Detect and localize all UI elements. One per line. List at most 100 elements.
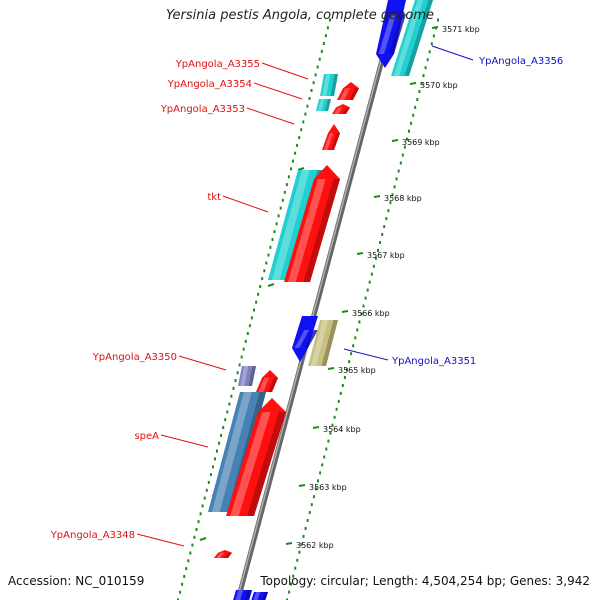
feature-highlight <box>378 14 397 54</box>
ring-dot <box>292 159 294 163</box>
backbone-highlight <box>236 0 398 600</box>
ring-dot <box>362 304 365 308</box>
ring-dot <box>267 253 270 257</box>
ring-dot <box>209 473 212 477</box>
ring-dot <box>356 328 359 332</box>
feature-highlight <box>211 392 252 512</box>
ring-dot <box>273 230 276 234</box>
ring-dot <box>387 209 390 213</box>
ring-dot <box>321 463 324 467</box>
feature-highlight <box>240 366 249 386</box>
ring-dot <box>364 296 367 300</box>
ring-dot <box>389 201 392 205</box>
ring-dot <box>348 360 351 364</box>
ring-dot <box>366 288 369 292</box>
ring-dot <box>216 449 218 453</box>
ring-dot <box>203 496 206 500</box>
ring-dot <box>319 471 322 475</box>
ring-dot <box>179 590 182 594</box>
ring-dot <box>329 18 331 22</box>
ring-dot <box>312 81 315 85</box>
ring-dot <box>248 324 251 328</box>
ring-dot <box>399 161 402 165</box>
ring-dot <box>424 66 427 70</box>
ring-dot <box>298 550 301 554</box>
ring-dot <box>403 145 406 149</box>
ring-dot <box>228 402 231 406</box>
ring-dot <box>320 49 323 53</box>
ring-dot <box>220 433 223 437</box>
ring-dot <box>279 206 282 210</box>
ring-dot <box>302 120 305 124</box>
ring-dot <box>287 175 290 179</box>
ring-dot <box>437 18 439 22</box>
ring-dot <box>286 598 288 600</box>
ring-dot <box>222 426 225 430</box>
ring-dot <box>310 89 313 92</box>
gene-red-long-1 <box>284 165 340 282</box>
ring-dot <box>269 245 272 249</box>
ring-dot <box>358 320 361 324</box>
ring-dot <box>193 535 196 539</box>
scale-tick-mark <box>312 426 320 429</box>
ring-dot <box>414 105 417 109</box>
ring-dot <box>391 193 394 197</box>
ring-dot <box>185 567 188 571</box>
scale-tick-label: 3563 kbp <box>309 483 347 492</box>
ring-dot <box>341 384 344 387</box>
ring-dot <box>410 121 413 125</box>
ring-dot <box>265 261 268 265</box>
scale-ticks: 3571 kbp 3570 kbp 3569 kbp 3568 kbp 3567 kbp… <box>285 25 480 550</box>
ring-dot <box>199 512 202 516</box>
ring-dot <box>352 344 355 348</box>
scale-tick-mark <box>285 542 293 545</box>
ring-dot <box>333 415 336 419</box>
ring-dot <box>315 487 317 491</box>
ring-dot <box>244 339 247 343</box>
ring-dot <box>385 217 388 221</box>
feature-highlight <box>271 170 310 280</box>
ring-dot <box>360 312 363 316</box>
ring-dot <box>290 167 292 171</box>
gene-label: YpAngola_A3354 <box>167 79 252 90</box>
ring-dot <box>300 128 303 132</box>
scale-tick-label: 3571 kbp <box>442 25 480 34</box>
ring-dot <box>290 582 293 586</box>
ring-dot <box>374 256 377 260</box>
ring-dot <box>275 222 278 226</box>
ring-dot <box>240 355 243 359</box>
ring-dot <box>177 598 179 600</box>
backbone-line <box>235 0 401 600</box>
gene-labels: YpAngola_A3356 YpAngola_A3355 YpAngola_A33… <box>50 45 563 547</box>
scale-tick-label: 3565 kbp <box>338 366 376 375</box>
ring-dot <box>381 233 384 236</box>
feature-highlight <box>216 552 225 558</box>
gene-blue-arrow-mid <box>292 316 318 362</box>
gene-label: YpAngola_A3355 <box>175 59 260 70</box>
ring-dot <box>183 575 186 578</box>
leader-line <box>178 355 227 371</box>
ring-dot <box>418 90 421 93</box>
feature-highlight <box>230 412 271 516</box>
feature-highlight <box>339 88 351 100</box>
gene-blue-bottom-2 <box>251 592 268 600</box>
feature-shadow <box>349 88 359 100</box>
topology-text: Topology: circular; Length: 4,504,254 bp… <box>260 574 590 588</box>
feature-shadow <box>304 330 318 348</box>
gene-label: YpAngola_A3348 <box>50 530 135 541</box>
scale-tick-label: 3568 kbp <box>384 194 422 203</box>
gene-blue-bottom <box>233 590 252 600</box>
ring-dot <box>281 198 284 202</box>
leader-line <box>431 45 474 61</box>
scale-tick-mark <box>341 310 349 313</box>
feature-shadow <box>248 366 256 386</box>
ring-dot <box>294 151 297 155</box>
ring-dot <box>304 112 307 116</box>
leader-line <box>246 107 295 125</box>
leader-line <box>343 348 389 361</box>
feature-highlight <box>317 99 325 111</box>
scale-tick-label: 3562 kbp <box>296 541 334 550</box>
ring-dash <box>199 537 207 541</box>
ring-dot <box>263 269 266 273</box>
feature-shadow <box>303 179 340 282</box>
